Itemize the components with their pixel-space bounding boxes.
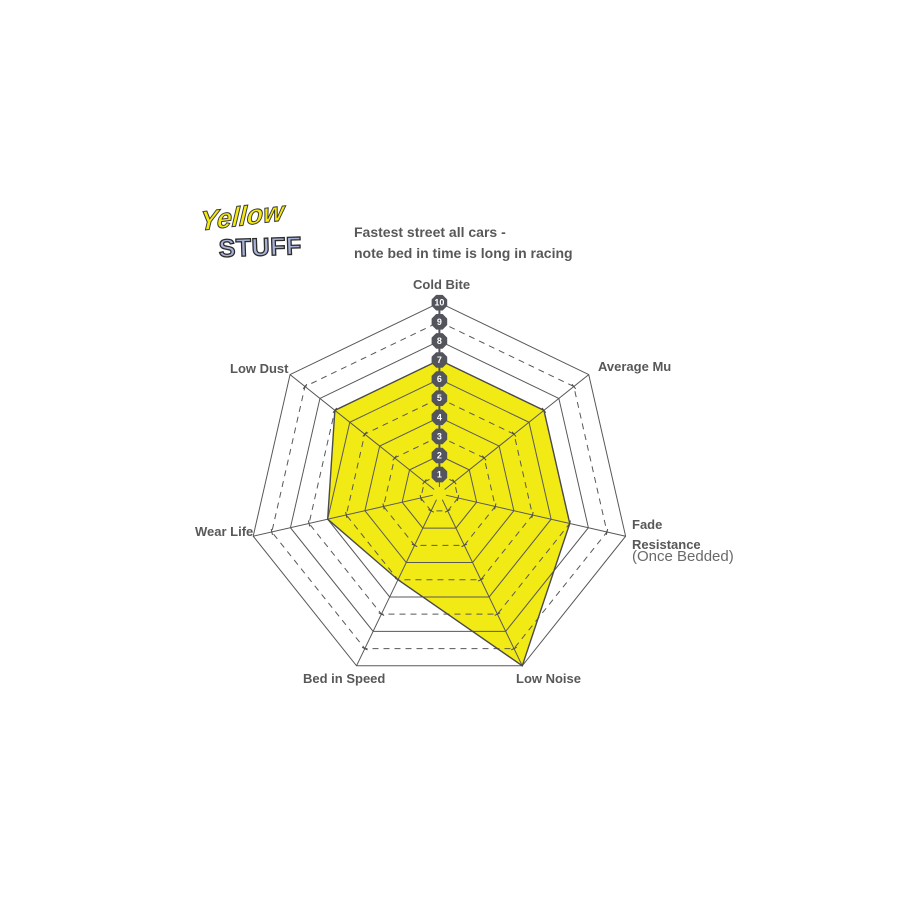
svg-text:4: 4	[437, 412, 442, 422]
svg-text:7: 7	[437, 355, 442, 365]
svg-text:3: 3	[437, 431, 442, 441]
svg-text:6: 6	[437, 374, 442, 384]
svg-text:1: 1	[437, 470, 442, 480]
svg-text:9: 9	[437, 317, 442, 327]
svg-text:5: 5	[437, 393, 442, 403]
svg-text:10: 10	[434, 298, 444, 308]
svg-text:8: 8	[437, 336, 442, 346]
svg-text:2: 2	[437, 451, 442, 461]
